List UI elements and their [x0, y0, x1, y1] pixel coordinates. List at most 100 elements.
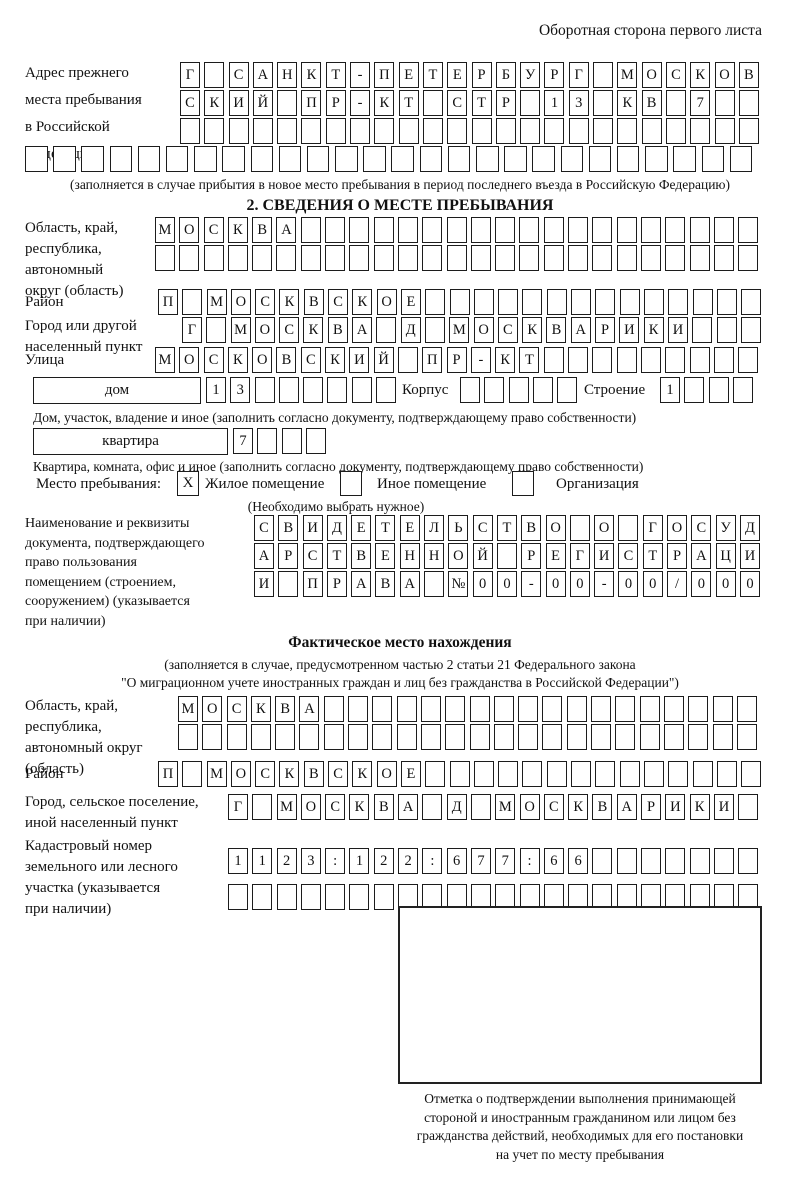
char-cell[interactable]: [281, 428, 302, 454]
char-cell[interactable]: М: [206, 289, 227, 315]
char-cell[interactable]: 3: [300, 848, 321, 874]
char-cell[interactable]: Н: [399, 543, 420, 569]
char-cell[interactable]: :: [422, 848, 443, 874]
char-cell[interactable]: В: [275, 696, 296, 722]
char-cell[interactable]: [325, 217, 346, 243]
char-cell[interactable]: [665, 347, 686, 373]
char-cell[interactable]: 0: [472, 571, 493, 597]
char-cell[interactable]: С: [302, 543, 323, 569]
char-cell[interactable]: Р: [667, 543, 688, 569]
char-cell[interactable]: [729, 146, 753, 172]
char-cell[interactable]: [518, 724, 539, 750]
char-cell[interactable]: [300, 884, 321, 910]
char-cell[interactable]: С: [255, 761, 276, 787]
char-cell[interactable]: К: [204, 90, 225, 116]
char-cell[interactable]: И: [302, 515, 323, 541]
char-cell[interactable]: О: [473, 317, 494, 343]
char-cell[interactable]: 0: [545, 571, 566, 597]
char-cell[interactable]: Т: [471, 90, 492, 116]
residential-checkbox[interactable]: X: [177, 471, 199, 496]
char-cell[interactable]: [645, 146, 668, 172]
char-cell[interactable]: О: [545, 515, 566, 541]
char-cell[interactable]: 6: [568, 848, 589, 874]
region-row-2[interactable]: [155, 245, 762, 271]
document-row-3[interactable]: И П Р А В А № 0 0-0 0-0 0/0 0 0: [254, 571, 764, 597]
char-cell[interactable]: [376, 317, 397, 343]
char-cell[interactable]: Н: [277, 62, 298, 88]
char-cell[interactable]: [226, 724, 247, 750]
char-cell[interactable]: [738, 217, 759, 243]
char-cell[interactable]: [738, 794, 759, 820]
char-cell[interactable]: М: [206, 761, 227, 787]
char-cell[interactable]: Р: [446, 347, 467, 373]
char-cell[interactable]: [81, 146, 104, 172]
char-cell[interactable]: [692, 761, 713, 787]
char-cell[interactable]: [277, 90, 298, 116]
char-cell[interactable]: Р: [495, 90, 516, 116]
char-cell[interactable]: Р: [325, 90, 346, 116]
cadastral-row-2[interactable]: [228, 884, 763, 910]
char-cell[interactable]: [560, 146, 584, 172]
char-cell[interactable]: 0: [715, 571, 736, 597]
char-cell[interactable]: К: [643, 317, 664, 343]
char-cell[interactable]: [469, 696, 490, 722]
char-cell[interactable]: [591, 696, 612, 722]
char-cell[interactable]: [740, 317, 761, 343]
char-cell[interactable]: [543, 217, 564, 243]
char-cell[interactable]: [640, 245, 661, 271]
char-cell[interactable]: К: [227, 347, 248, 373]
char-cell[interactable]: Н: [424, 543, 445, 569]
char-cell[interactable]: [618, 515, 639, 541]
char-cell[interactable]: [422, 118, 443, 144]
char-cell[interactable]: К: [617, 90, 638, 116]
char-cell[interactable]: [619, 761, 640, 787]
char-cell[interactable]: [373, 245, 394, 271]
char-cell[interactable]: [732, 377, 753, 403]
char-cell[interactable]: [305, 428, 326, 454]
char-cell[interactable]: [716, 761, 737, 787]
char-cell[interactable]: В: [252, 217, 273, 243]
char-cell[interactable]: [593, 90, 614, 116]
char-cell[interactable]: [498, 289, 519, 315]
char-cell[interactable]: [194, 146, 217, 172]
char-cell[interactable]: [275, 724, 296, 750]
char-cell[interactable]: [568, 347, 589, 373]
char-cell[interactable]: [615, 724, 636, 750]
char-cell[interactable]: [615, 696, 636, 722]
char-cell[interactable]: М: [178, 696, 198, 722]
char-cell[interactable]: [460, 377, 480, 403]
apartment-box[interactable]: квартира: [33, 428, 228, 455]
char-cell[interactable]: [325, 884, 346, 910]
char-cell[interactable]: К: [349, 794, 370, 820]
char-cell[interactable]: [713, 347, 734, 373]
char-cell[interactable]: О: [230, 289, 251, 315]
char-cell[interactable]: А: [691, 543, 712, 569]
char-cell[interactable]: О: [179, 217, 200, 243]
char-cell[interactable]: Т: [519, 347, 540, 373]
char-cell[interactable]: [325, 245, 346, 271]
char-cell[interactable]: [419, 146, 443, 172]
char-cell[interactable]: [508, 377, 529, 403]
char-cell[interactable]: О: [300, 794, 321, 820]
char-cell[interactable]: -: [521, 571, 542, 597]
char-cell[interactable]: М: [276, 794, 297, 820]
char-cell[interactable]: [252, 884, 273, 910]
char-cell[interactable]: [690, 118, 711, 144]
char-cell[interactable]: Р: [521, 543, 542, 569]
char-cell[interactable]: С: [328, 761, 349, 787]
char-cell[interactable]: А: [399, 571, 420, 597]
char-cell[interactable]: [692, 317, 713, 343]
char-cell[interactable]: П: [158, 289, 178, 315]
char-cell[interactable]: С: [203, 347, 224, 373]
char-cell[interactable]: [252, 245, 273, 271]
char-cell[interactable]: [25, 146, 48, 172]
char-cell[interactable]: С: [279, 317, 300, 343]
char-cell[interactable]: [665, 245, 686, 271]
char-cell[interactable]: Г: [182, 317, 202, 343]
char-cell[interactable]: [278, 377, 299, 403]
char-cell[interactable]: [349, 245, 370, 271]
char-cell[interactable]: К: [522, 317, 543, 343]
